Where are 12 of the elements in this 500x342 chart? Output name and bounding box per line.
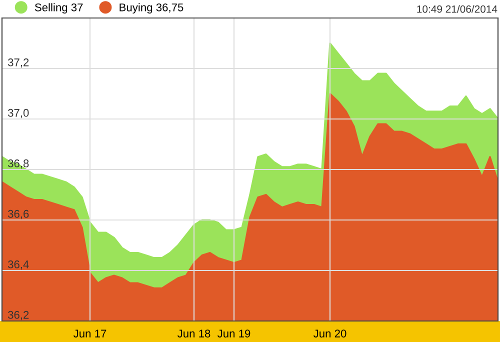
y-tick-label: 36,6 [8, 210, 29, 220]
x-tick-label: Jun 18 [177, 330, 210, 338]
legend-label: Buying 36,75 [120, 3, 184, 14]
x-tick-label: Jun 20 [313, 330, 346, 338]
y-tick-label: 36,4 [8, 260, 29, 270]
y-tick-label: 37,0 [8, 108, 29, 118]
y-tick-label: 37,2 [8, 58, 29, 68]
x-tick-label: Jun 19 [217, 330, 250, 338]
legend-label: Selling 37 [34, 3, 83, 14]
text: 10:49 21/06/2014 [417, 5, 498, 13]
x-tick-label: Jun 17 [73, 330, 106, 338]
y-tick-label: 36,2 [8, 310, 29, 320]
